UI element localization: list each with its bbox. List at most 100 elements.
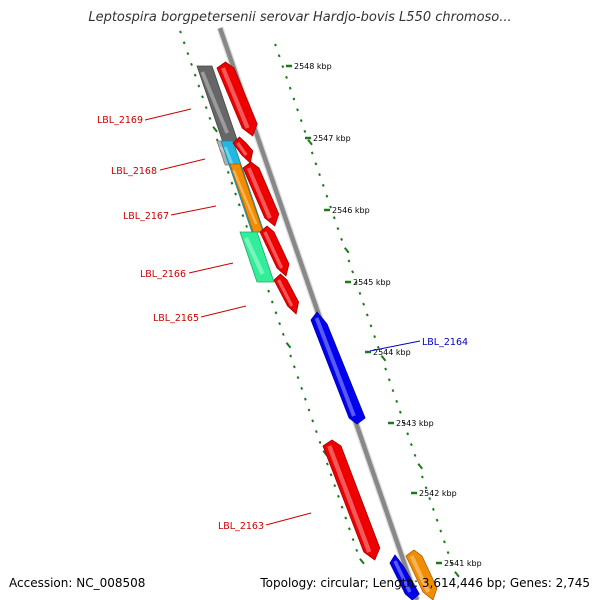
minor-tick xyxy=(179,30,182,34)
major-tick xyxy=(343,247,350,254)
feature-red-2163[interactable] xyxy=(322,439,381,561)
minor-tick xyxy=(332,216,336,220)
minor-tick xyxy=(182,41,186,45)
gene-label-lbl_2169[interactable]: LBL_2169 xyxy=(97,115,143,126)
major-tick xyxy=(417,463,423,470)
gene-label-lbl_2163[interactable]: LBL_2163 xyxy=(218,521,264,532)
minor-tick xyxy=(310,151,314,155)
minor-tick xyxy=(336,494,340,498)
minor-tick xyxy=(230,181,234,185)
kbp-tick-label: 2543 kbp xyxy=(396,419,434,428)
minor-tick xyxy=(325,462,329,466)
minor-tick xyxy=(193,73,197,77)
minor-tick xyxy=(351,270,355,274)
gene-label-lbl_2165[interactable]: LBL_2165 xyxy=(153,313,199,324)
minor-tick xyxy=(333,484,337,488)
gene-label-leader xyxy=(159,158,206,171)
feature-blue-bottom-highlight xyxy=(393,560,412,593)
feature-red-2169-highlight xyxy=(220,67,250,129)
gene-label-lbl_2164[interactable]: LBL_2164 xyxy=(422,337,468,348)
minor-tick xyxy=(369,324,373,328)
kbp-tick-label: 2541 kbp xyxy=(444,559,482,568)
gene-label-leader xyxy=(188,262,234,274)
feature-red-2163-highlight xyxy=(327,445,372,553)
minor-tick xyxy=(431,507,435,511)
minor-tick xyxy=(278,322,282,326)
outer-tick-track xyxy=(274,43,460,578)
feature-gray-highlight xyxy=(200,71,229,134)
minor-tick xyxy=(398,410,402,414)
minor-tick xyxy=(395,399,399,403)
minor-tick xyxy=(311,419,315,423)
feature-blue-2164[interactable] xyxy=(310,311,366,425)
minor-tick xyxy=(197,84,201,88)
minor-tick xyxy=(241,214,245,218)
minor-tick xyxy=(373,335,377,339)
minor-tick xyxy=(340,505,344,509)
gene-label-leader xyxy=(144,108,192,121)
feature-red-2165[interactable] xyxy=(273,273,300,315)
inner-tick-track xyxy=(179,30,365,565)
minor-tick xyxy=(318,440,322,444)
minor-tick xyxy=(274,311,278,315)
feature-red-2166[interactable] xyxy=(259,225,290,277)
minor-tick xyxy=(303,129,307,133)
minor-tick xyxy=(402,421,406,425)
minor-tick xyxy=(289,354,293,358)
kbp-tick-label: 2545 kbp xyxy=(353,278,391,287)
feature-green[interactable] xyxy=(239,231,275,283)
kbp-tick-label: 2544 kbp xyxy=(373,348,411,357)
minor-tick xyxy=(285,75,288,79)
gene-label-lbl_2167[interactable]: LBL_2167 xyxy=(123,211,169,222)
minor-tick xyxy=(406,432,410,436)
minor-tick xyxy=(424,486,428,490)
minor-tick xyxy=(303,397,307,401)
minor-tick xyxy=(296,376,300,380)
feature-red-2167[interactable] xyxy=(242,161,280,227)
minor-tick xyxy=(348,527,351,531)
major-tick xyxy=(380,355,387,362)
minor-tick xyxy=(329,473,333,477)
accession-info: Accession: NC_008508 xyxy=(9,576,146,590)
minor-tick xyxy=(314,430,318,434)
topology-info: Topology: circular; Length: 3,614,446 bp… xyxy=(260,576,590,590)
minor-tick xyxy=(299,119,303,123)
major-tick xyxy=(359,558,365,565)
minor-tick xyxy=(245,224,249,228)
minor-tick xyxy=(340,237,344,241)
map-title: Leptospira borgpetersenii serovar Hardjo… xyxy=(88,10,512,25)
gene-label-lbl_2168[interactable]: LBL_2168 xyxy=(111,166,157,177)
minor-tick xyxy=(347,259,351,263)
feature-red-2169[interactable] xyxy=(216,61,258,137)
kbp-tick-label: 2542 kbp xyxy=(419,489,457,498)
minor-tick xyxy=(288,86,292,90)
feature-orange-bottom[interactable] xyxy=(405,549,438,600)
minor-tick xyxy=(270,300,274,304)
major-tick xyxy=(307,139,313,146)
minor-tick xyxy=(344,516,348,520)
feature-red-2168[interactable] xyxy=(232,136,254,164)
gene-label-leader xyxy=(200,305,247,318)
kbp-tick-label: 2546 kbp xyxy=(332,206,370,215)
feature-red-2167-highlight xyxy=(246,167,272,219)
minor-tick xyxy=(384,367,388,371)
feature-blue-bottom[interactable] xyxy=(389,554,420,600)
minor-tick xyxy=(351,538,355,542)
major-tick xyxy=(454,571,460,578)
gene-label-lbl_2166[interactable]: LBL_2166 xyxy=(140,269,186,280)
feature-blue-2164-highlight xyxy=(314,317,356,417)
minor-tick xyxy=(336,227,340,231)
gene-label-leader xyxy=(369,340,421,352)
minor-tick xyxy=(376,345,380,349)
minor-tick xyxy=(325,194,329,198)
minor-tick xyxy=(208,116,212,120)
minor-tick xyxy=(226,170,230,174)
minor-tick xyxy=(329,205,332,209)
minor-tick xyxy=(300,386,304,390)
minor-tick xyxy=(439,529,443,533)
minor-tick xyxy=(292,365,296,369)
minor-tick xyxy=(321,183,325,187)
minor-tick xyxy=(446,551,450,555)
feature-orange-bottom-highlight xyxy=(409,555,431,593)
